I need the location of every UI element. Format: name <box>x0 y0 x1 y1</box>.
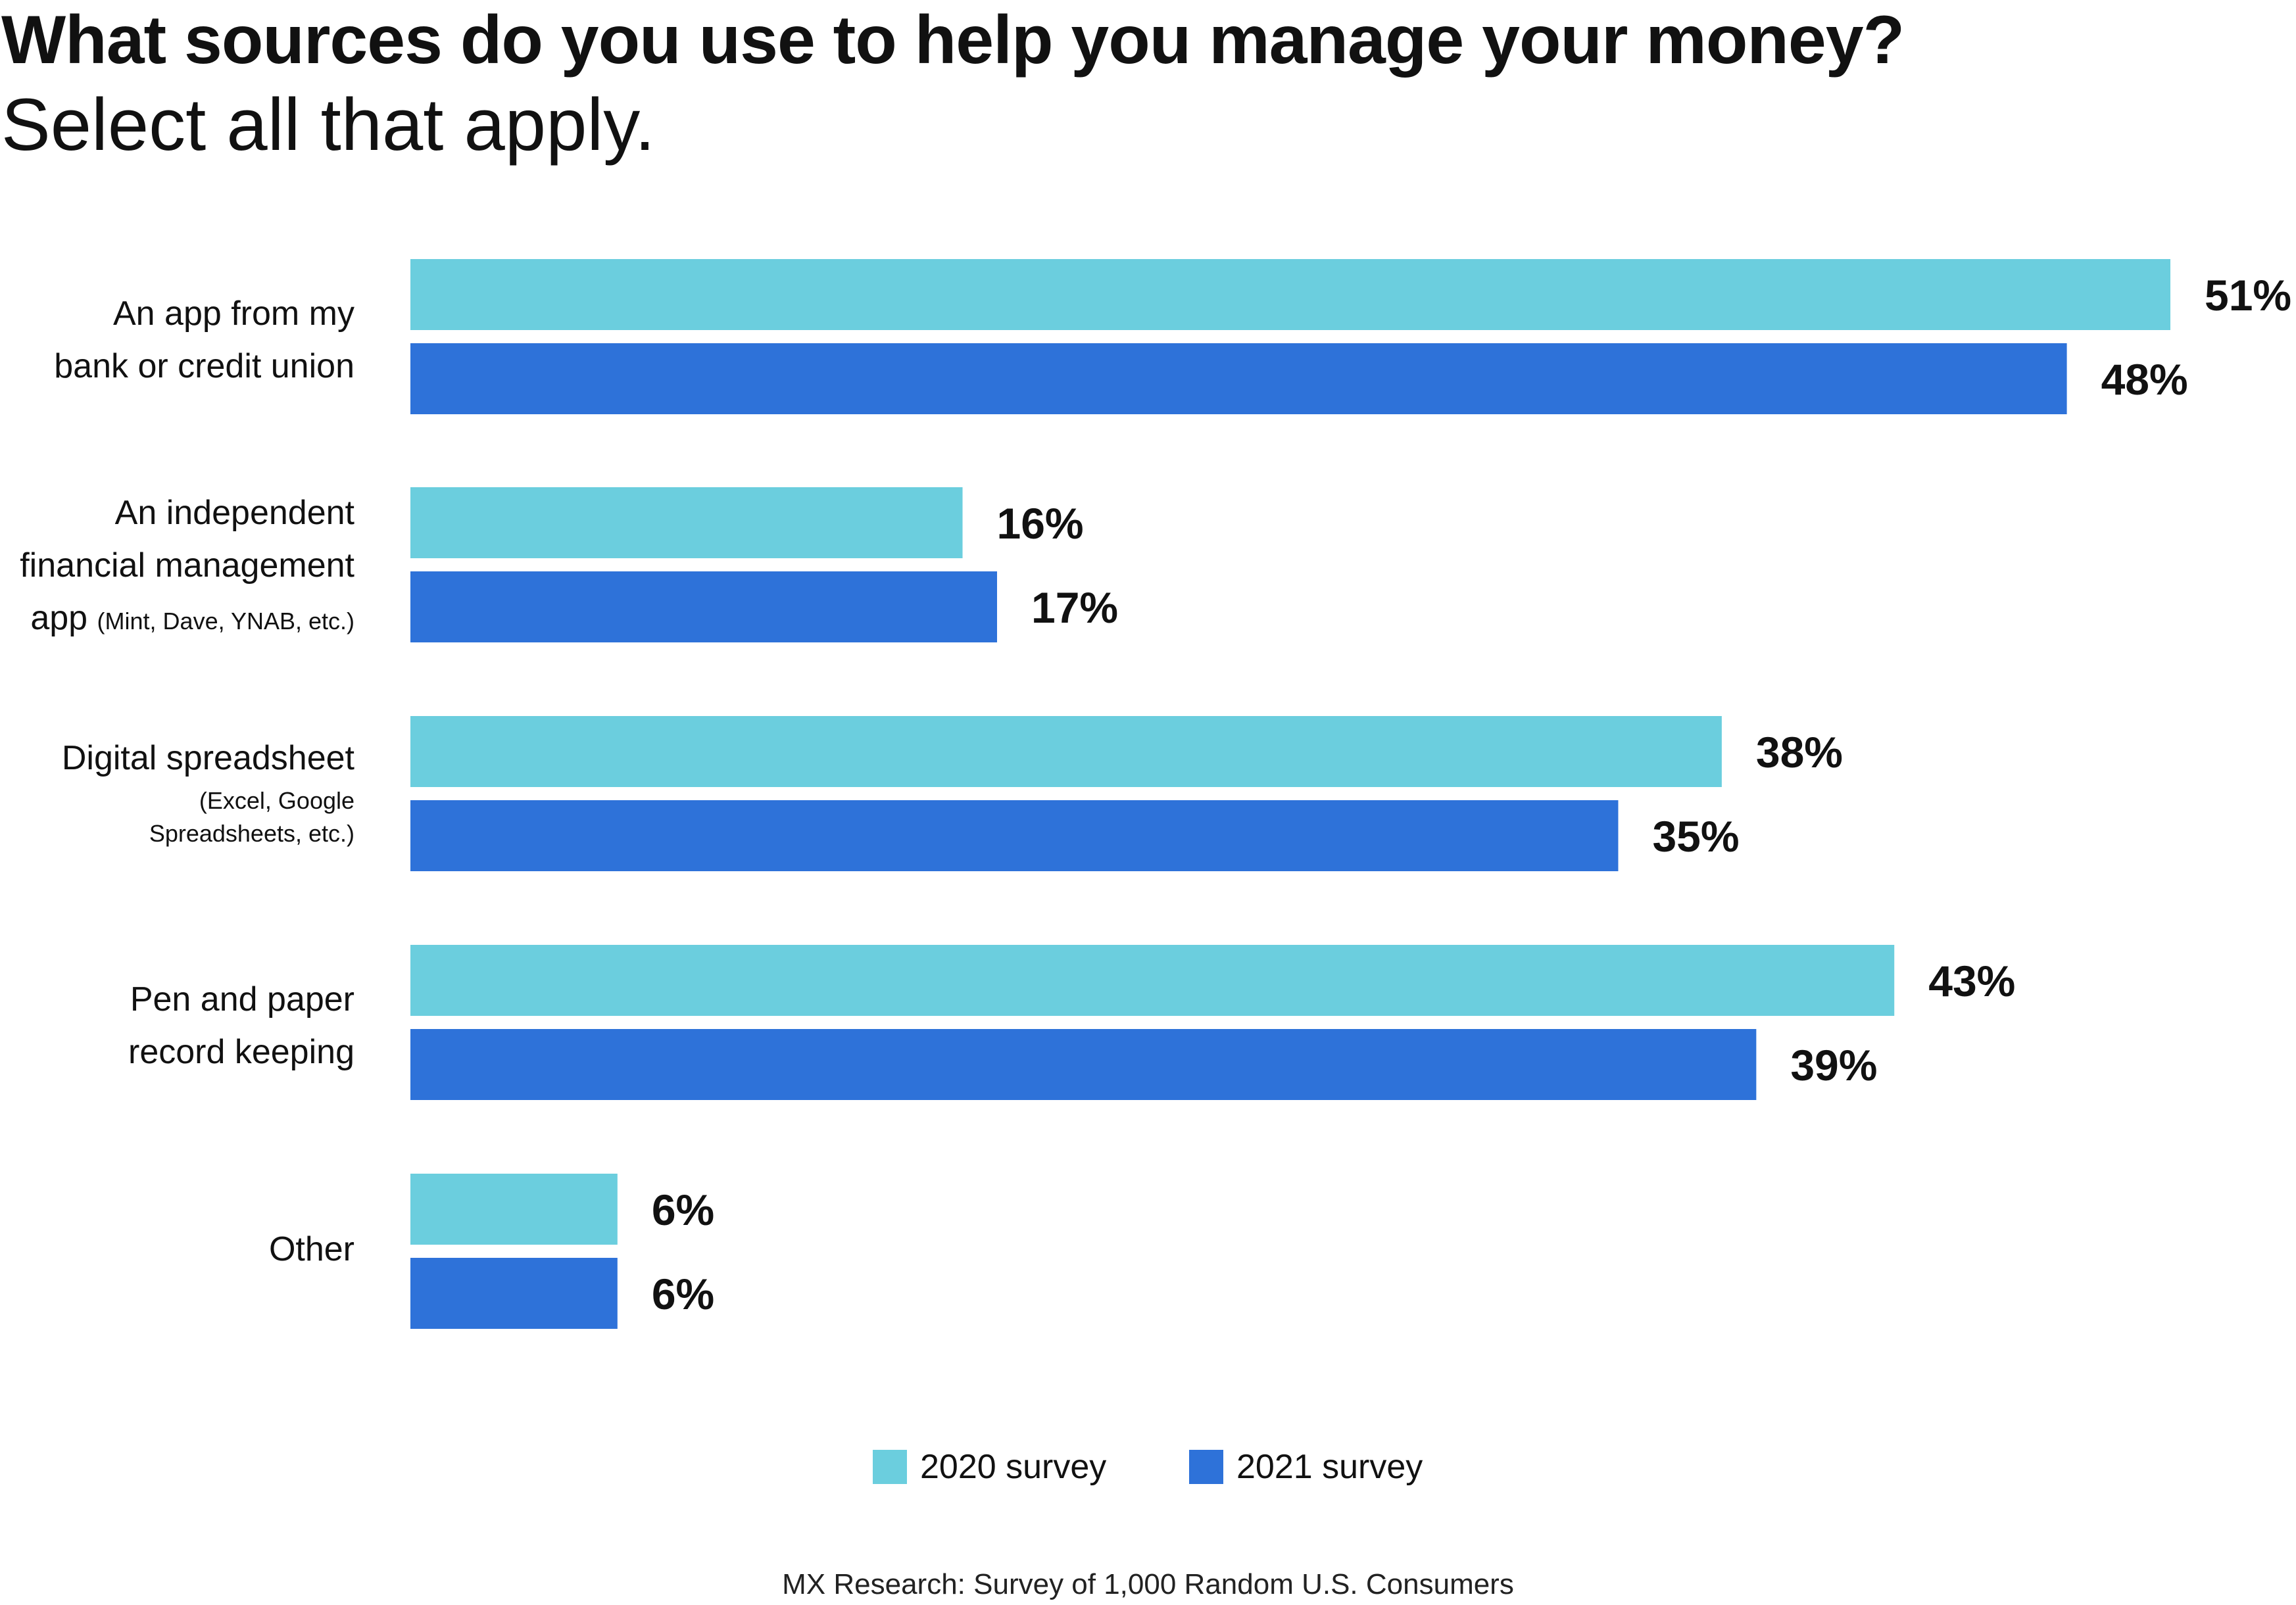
category-label-line: Pen and paper <box>130 980 354 1018</box>
category-label-independent-app: An independent financial management app … <box>20 487 354 648</box>
legend-swatch-2020 <box>873 1450 907 1484</box>
chart-subtitle: Select all that apply. <box>1 84 656 166</box>
legend: 2020 survey 2021 survey <box>0 1444 2296 1490</box>
source-note: MX Research: Survey of 1,000 Random U.S.… <box>782 1568 1514 1600</box>
category-label-bank-app: An app from my bank or credit union <box>54 287 354 393</box>
bar-2021-cat-2 <box>410 800 1619 871</box>
legend-label-2020: 2020 survey <box>920 1448 1107 1486</box>
legend-item-2020: 2020 survey <box>873 1444 1106 1490</box>
category-label-spreadsheet: Digital spreadsheet (Excel, Google Sprea… <box>62 732 354 850</box>
category-label-line: Digital spreadsheet <box>61 739 354 777</box>
chart-title: What sources do you use to help you mana… <box>1 2 1905 78</box>
data-label-2020-cat-2: 38% <box>1756 728 1843 777</box>
legend-item-2021: 2021 survey <box>1189 1444 1423 1490</box>
bar-2021-cat-4 <box>410 1258 618 1329</box>
category-label-line: An independent <box>114 494 354 532</box>
category-label-line: bank or credit union <box>54 347 354 385</box>
bar-2020-cat-0 <box>410 259 2170 330</box>
category-label-other: Other <box>269 1223 354 1276</box>
bar-2020-cat-4 <box>410 1174 618 1245</box>
category-label-text: app <box>30 599 88 637</box>
data-label-2021-cat-2: 35% <box>1652 812 1739 861</box>
bar-2021-cat-1 <box>410 571 997 642</box>
legend-swatch-2021 <box>1189 1450 1223 1484</box>
bar-2020-cat-2 <box>410 716 1722 787</box>
category-label-line: record keeping <box>128 1033 354 1071</box>
data-label-2021-cat-3: 39% <box>1790 1041 1877 1090</box>
data-label-2020-cat-0: 51% <box>2205 271 2291 320</box>
category-label-line: Other <box>268 1230 354 1268</box>
bar-2020-cat-3 <box>410 945 1895 1016</box>
bar-2020-cat-1 <box>410 487 963 558</box>
data-label-2021-cat-1: 17% <box>1031 583 1118 632</box>
legend-label-2021: 2021 survey <box>1236 1448 1423 1486</box>
category-label-line: financial management <box>20 546 354 585</box>
data-label-2020-cat-3: 43% <box>1928 957 2015 1005</box>
category-label-line: app (Mint, Dave, YNAB, etc.) <box>20 592 354 648</box>
category-label-pen-paper: Pen and paper record keeping <box>128 973 354 1078</box>
bar-2021-cat-3 <box>410 1029 1757 1100</box>
category-label-note: (Excel, Google <box>199 787 354 814</box>
bar-2021-cat-0 <box>410 343 2067 414</box>
category-label-note: Spreadsheets, etc.) <box>149 820 354 847</box>
data-label-2021-cat-4: 6% <box>652 1270 714 1318</box>
category-label-line: An app from my <box>112 295 354 333</box>
data-label-2020-cat-4: 6% <box>652 1186 714 1234</box>
data-label-2020-cat-1: 16% <box>997 499 1084 548</box>
data-label-2021-cat-0: 48% <box>2101 355 2188 404</box>
category-label-note: (Mint, Dave, YNAB, etc.) <box>97 608 354 635</box>
